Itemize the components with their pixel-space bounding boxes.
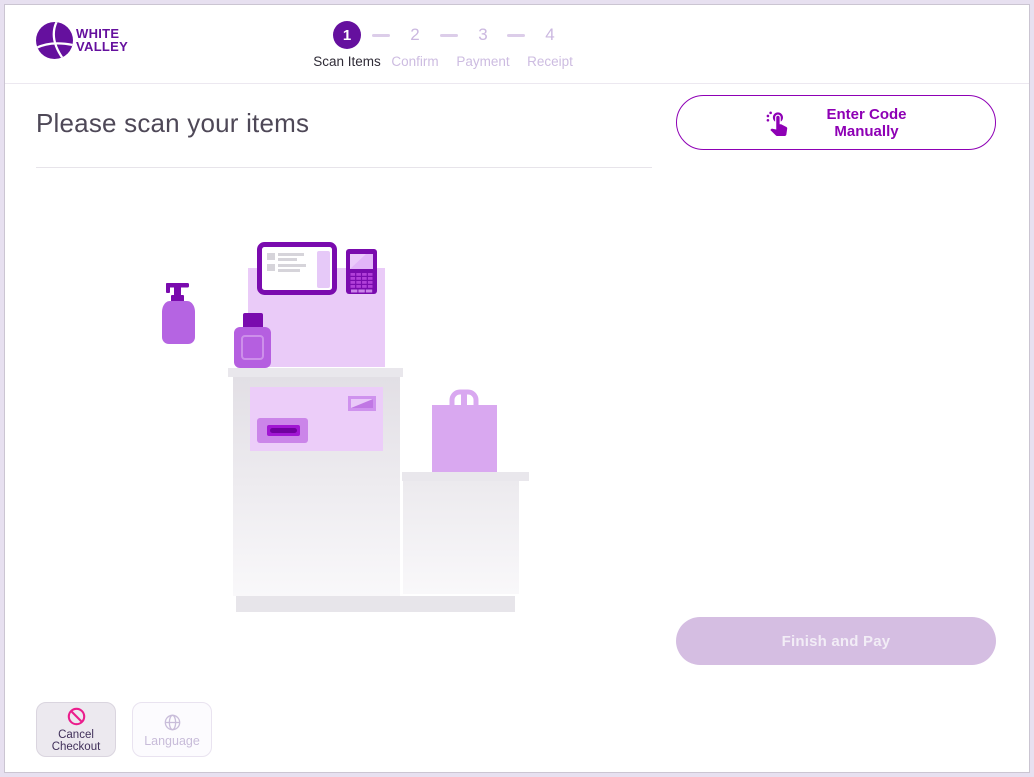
self-checkout-kiosk-illustration — [162, 242, 529, 612]
step-label-payment: Payment — [456, 54, 510, 69]
enter-code-label-line2: Manually — [834, 122, 899, 140]
finish-and-pay-button[interactable]: Finish and Pay — [676, 617, 996, 665]
tap-hand-icon — [767, 111, 788, 136]
section-divider — [36, 167, 652, 168]
globe-icon — [164, 714, 180, 731]
prohibition-icon — [67, 707, 85, 725]
perfume-bottle-graphic — [234, 313, 271, 368]
brand-name-line2: VALLEY — [76, 38, 129, 54]
app-window: WHITE VALLEY 1 2 3 4 Scan Items Confirm … — [4, 4, 1030, 773]
brand-logo: WHITE VALLEY — [36, 22, 128, 59]
step-label-receipt: Receipt — [527, 54, 573, 69]
enter-code-manually-button[interactable]: Enter Code Manually — [676, 95, 996, 150]
sphere-logo-icon — [36, 22, 73, 59]
brand-name-line1: WHITE — [76, 26, 120, 41]
language-button[interactable]: Language — [132, 702, 212, 757]
header: WHITE VALLEY 1 2 3 4 Scan Items Confirm … — [5, 5, 1029, 84]
cancel-label-line2: Checkout — [51, 741, 101, 753]
step-1-number: 1 — [342, 26, 352, 44]
page-title: Please scan your items — [36, 108, 310, 138]
checkout-stepper: 1 2 3 4 Scan Items Confirm Payment Recei… — [300, 21, 580, 75]
barcode-scanner-graphic — [250, 387, 383, 451]
step-label-scan-items: Scan Items — [313, 54, 381, 69]
step-3-number: 3 — [478, 25, 488, 44]
step-connector-icon — [507, 34, 525, 37]
language-label: Language — [144, 733, 200, 748]
cancel-label-line1: Cancel — [58, 728, 94, 741]
soap-pump-bottle-graphic — [162, 283, 195, 344]
step-2-number: 2 — [410, 25, 420, 44]
enter-code-label-line1: Enter Code — [826, 105, 907, 123]
step-4-number: 4 — [545, 25, 555, 44]
step-label-confirm: Confirm — [391, 54, 439, 69]
step-1-indicator: 1 — [333, 21, 361, 49]
kiosk-screen-graphic — [257, 242, 337, 295]
cancel-checkout-button[interactable]: Cancel Checkout — [36, 702, 116, 757]
shopping-bag-graphic — [432, 389, 497, 472]
enter-code-label: Enter Code Manually — [826, 106, 906, 140]
brand-name: WHITE VALLEY — [76, 26, 129, 54]
step-connector-icon — [440, 34, 458, 37]
card-terminal-graphic — [346, 249, 377, 294]
step-connector-icon — [372, 34, 390, 37]
